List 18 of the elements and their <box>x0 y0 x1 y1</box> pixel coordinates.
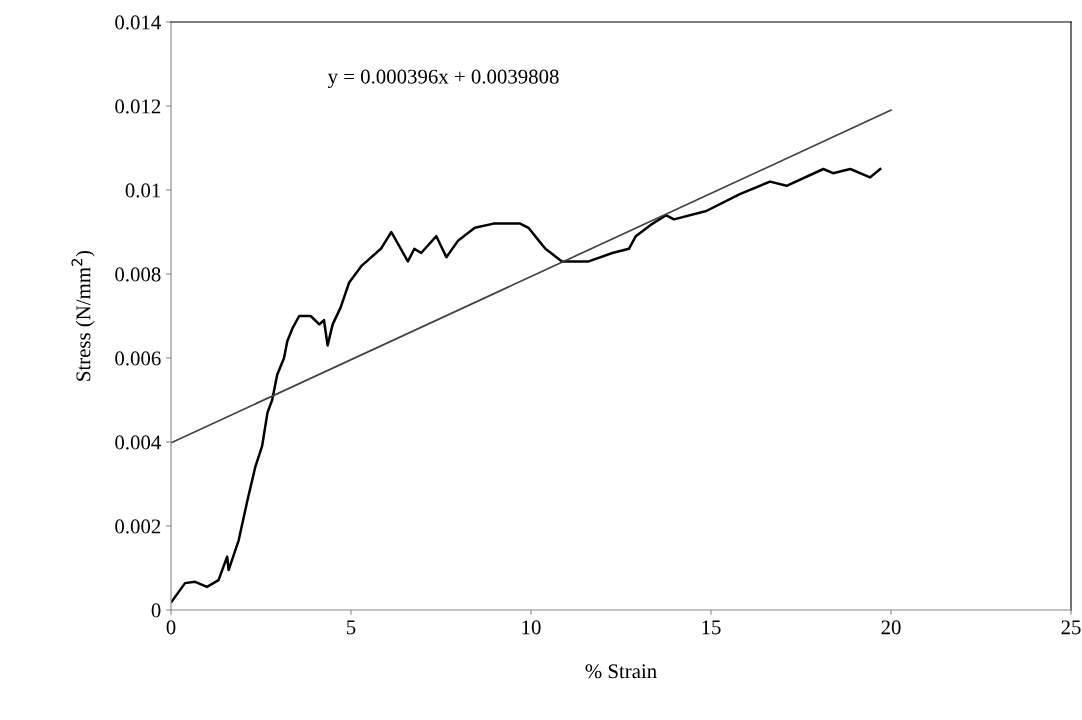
y-tick-label: 0.004 <box>115 435 161 450</box>
x-tick-label: 5 <box>347 620 356 635</box>
y-tick-label: 0.006 <box>115 351 161 366</box>
y-tick-label: 0 <box>151 603 161 618</box>
y-tick-label: 0.002 <box>115 519 161 534</box>
y-tick-label: 0.01 <box>125 183 161 198</box>
x-axis-title: % Strain <box>585 664 657 679</box>
x-tick-label: 10 <box>522 620 541 635</box>
annotation: y = 0.000396x + 0.0039808 <box>327 69 559 88</box>
x-tick-label: 15 <box>702 620 721 635</box>
y-axis-title: Stress (N/mm$^{2}$) <box>71 250 95 381</box>
line-series <box>171 167 882 603</box>
x-tick-label: 0 <box>166 620 176 635</box>
y-tick-label: 0.014 <box>115 15 161 30</box>
y-tick-label: 0.012 <box>115 99 161 114</box>
y-tick-label: 0.008 <box>115 267 161 282</box>
x-tick-label: 25 <box>1061 620 1081 635</box>
x-tick-label: 20 <box>881 620 901 635</box>
